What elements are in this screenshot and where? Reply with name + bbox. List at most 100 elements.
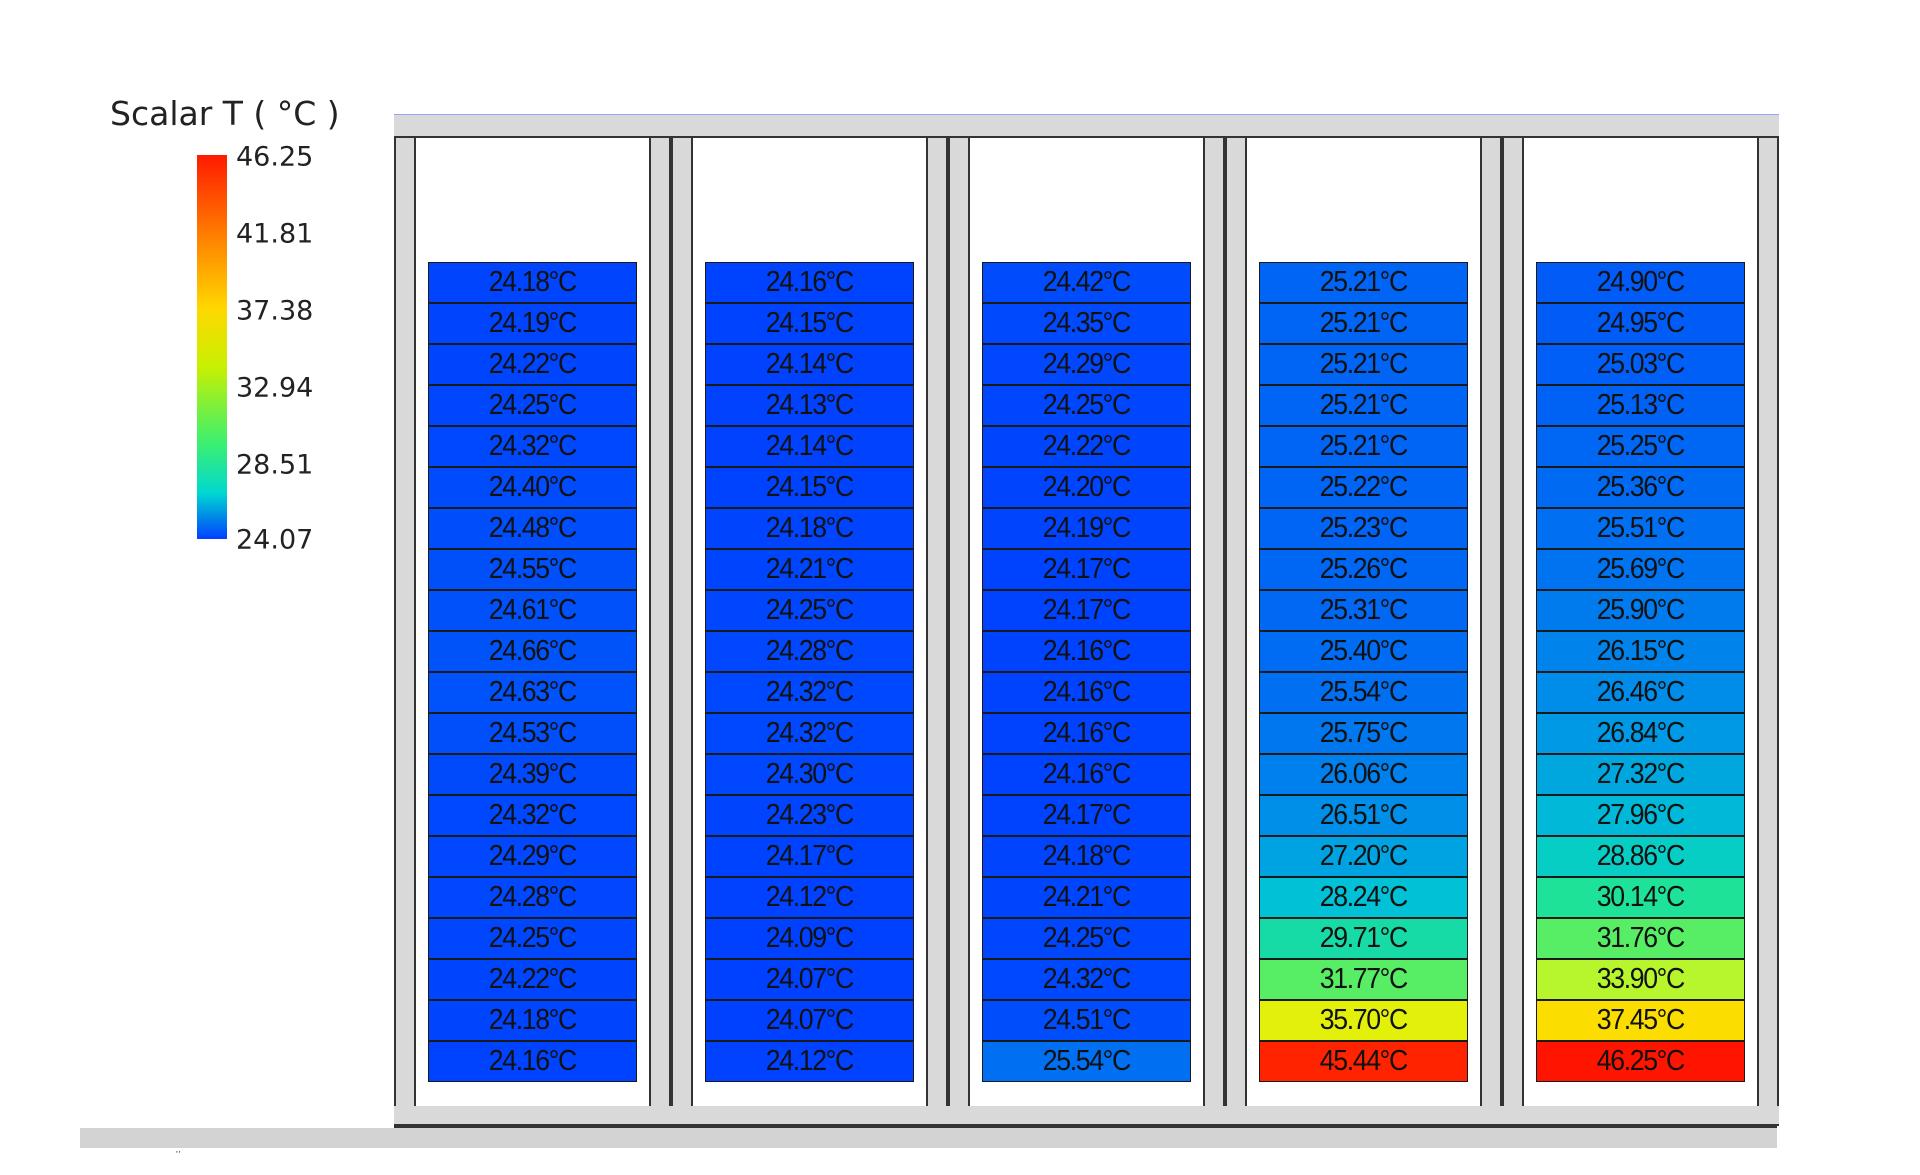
server-temperature-label: 24.22°C (1042, 430, 1131, 462)
server-temperature-label: 26.15°C (1596, 635, 1685, 667)
server-cell: 24.18°C (705, 508, 914, 549)
rack-frame-rack-bottom (671, 1106, 948, 1126)
server-cell: 24.16°C (982, 672, 1191, 713)
server-cell: 30.14°C (1536, 877, 1745, 918)
server-temperature-label: 24.22°C (488, 348, 577, 380)
server-temperature-label: 24.61°C (488, 594, 577, 626)
server-temperature-label: 24.14°C (765, 430, 854, 462)
server-temperature-label: 25.40°C (1319, 635, 1408, 667)
server-cell: 24.16°C (982, 631, 1191, 672)
server-temperature-label: 24.95°C (1596, 307, 1685, 339)
server-cell: 45.44°C (1259, 1041, 1468, 1082)
server-temperature-label: 25.26°C (1319, 553, 1408, 585)
server-temperature-label: 25.51°C (1596, 512, 1685, 544)
server-cell: 24.25°C (705, 590, 914, 631)
server-cell: 24.17°C (982, 590, 1191, 631)
server-cell: 28.86°C (1536, 836, 1745, 877)
server-cell: 24.17°C (982, 795, 1191, 836)
server-cell: 24.22°C (428, 959, 637, 1000)
server-cell: 33.90°C (1536, 959, 1745, 1000)
rack-frame-rack-side-left (1502, 138, 1524, 1106)
server-cell: 24.25°C (428, 918, 637, 959)
server-temperature-label: 24.16°C (488, 1045, 577, 1077)
server-temperature-label: 24.90°C (1596, 266, 1685, 298)
server-temperature-label: 46.25°C (1596, 1045, 1685, 1077)
server-temperature-label: 24.16°C (765, 266, 854, 298)
server-cell: 25.36°C (1536, 467, 1745, 508)
server-temperature-label: 24.39°C (488, 758, 577, 790)
server-cell: 24.12°C (705, 1041, 914, 1082)
server-temperature-label: 25.03°C (1596, 348, 1685, 380)
server-cell: 25.22°C (1259, 467, 1468, 508)
rack-frame-rack-side-left (394, 138, 416, 1106)
rack-frame-rack-top (1225, 114, 1502, 138)
legend-tick-max: 46.25 (236, 141, 314, 173)
rack-frame-rack-bottom (948, 1106, 1225, 1126)
stray-mark: ¨ (176, 1148, 181, 1164)
server-cell: 25.21°C (1259, 426, 1468, 467)
server-cell: 24.15°C (705, 467, 914, 508)
server-cell: 24.14°C (705, 426, 914, 467)
server-cell: 24.19°C (428, 303, 637, 344)
server-cell: 24.18°C (428, 262, 637, 303)
server-cell: 24.17°C (982, 549, 1191, 590)
server-temperature-label: 26.51°C (1319, 799, 1408, 831)
server-temperature-label: 33.90°C (1596, 963, 1685, 995)
server-temperature-label: 31.76°C (1596, 922, 1685, 954)
server-temperature-label: 24.25°C (1042, 922, 1131, 954)
rack-frame-rack-top (671, 114, 948, 138)
server-cell: 25.13°C (1536, 385, 1745, 426)
server-temperature-label: 24.15°C (765, 471, 854, 503)
server-cell: 24.28°C (428, 877, 637, 918)
server-temperature-label: 24.18°C (1042, 840, 1131, 872)
server-cell: 25.03°C (1536, 344, 1745, 385)
legend-tick-3: 37.38 (236, 295, 314, 327)
server-cell: 24.22°C (982, 426, 1191, 467)
rack-frame-rack-side-right (1203, 138, 1225, 1106)
server-temperature-label: 24.40°C (488, 471, 577, 503)
server-cell: 25.90°C (1536, 590, 1745, 631)
server-cell: 24.07°C (705, 959, 914, 1000)
server-cell: 31.77°C (1259, 959, 1468, 1000)
server-cell: 25.25°C (1536, 426, 1745, 467)
server-temperature-label: 24.66°C (488, 635, 577, 667)
server-cell: 24.25°C (982, 918, 1191, 959)
server-temperature-label: 24.21°C (1042, 881, 1131, 913)
server-temperature-label: 26.84°C (1596, 717, 1685, 749)
server-cell: 24.21°C (982, 877, 1191, 918)
rack-frame-rack-bottom (394, 1106, 671, 1126)
server-temperature-label: 24.13°C (765, 389, 854, 421)
server-cell: 26.06°C (1259, 754, 1468, 795)
server-cell: 31.76°C (1536, 918, 1745, 959)
server-temperature-label: 24.32°C (765, 717, 854, 749)
legend-tick-2: 41.81 (236, 218, 314, 250)
server-temperature-label: 24.28°C (765, 635, 854, 667)
server-cell: 24.28°C (705, 631, 914, 672)
server-cell: 24.16°C (982, 754, 1191, 795)
server-cell: 24.21°C (705, 549, 914, 590)
server-cell: 24.07°C (705, 1000, 914, 1041)
server-cell: 26.46°C (1536, 672, 1745, 713)
server-temperature-label: 25.23°C (1319, 512, 1408, 544)
server-cell: 25.21°C (1259, 262, 1468, 303)
server-cell: 25.31°C (1259, 590, 1468, 631)
server-temperature-label: 25.21°C (1319, 307, 1408, 339)
server-temperature-label: 24.12°C (765, 881, 854, 913)
legend-tick-min: 24.07 (236, 524, 314, 556)
server-temperature-label: 24.16°C (1042, 676, 1131, 708)
rack-frame-rack-side-left (948, 138, 970, 1106)
legend-tick-4: 32.94 (236, 372, 314, 404)
server-temperature-label: 24.25°C (765, 594, 854, 626)
server-temperature-label: 24.23°C (765, 799, 854, 831)
server-cell: 25.21°C (1259, 344, 1468, 385)
server-temperature-label: 24.29°C (1042, 348, 1131, 380)
server-cell: 24.18°C (982, 836, 1191, 877)
server-cell: 24.48°C (428, 508, 637, 549)
legend-color-bar (197, 155, 227, 539)
server-cell: 37.45°C (1536, 1000, 1745, 1041)
server-temperature-label: 30.14°C (1596, 881, 1685, 913)
server-temperature-label: 26.06°C (1319, 758, 1408, 790)
server-cell: 24.40°C (428, 467, 637, 508)
rack-frame-rack-top (394, 114, 671, 138)
server-temperature-label: 24.55°C (488, 553, 577, 585)
